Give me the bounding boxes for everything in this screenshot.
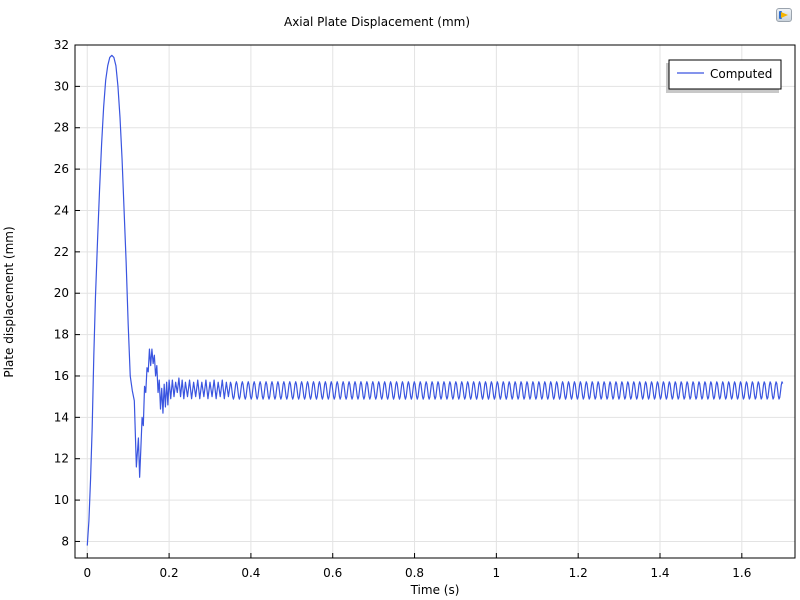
y-tick-label: 10 — [54, 493, 69, 507]
legend-box — [668, 59, 782, 90]
y-axis-ticks: 8 10 12 14 16 18 20 22 24 26 28 30 32 — [54, 38, 80, 548]
y-tick-label: 12 — [54, 452, 69, 466]
y-tick-label: 26 — [54, 162, 69, 176]
x-tick-label: 1 — [493, 566, 501, 580]
x-axis-label: Time (s) — [410, 583, 460, 597]
y-tick-label: 28 — [54, 121, 69, 135]
y-tick-label: 22 — [54, 245, 69, 259]
x-tick-label: 0.6 — [323, 566, 342, 580]
y-tick-label: 20 — [54, 286, 69, 300]
x-tick-label: 0.8 — [405, 566, 424, 580]
y-tick-label: 30 — [54, 79, 69, 93]
grid — [75, 44, 795, 558]
plot-frame — [74, 44, 796, 559]
y-axis-label: Plate displacement (mm) — [2, 226, 16, 377]
y-tick-label: 18 — [54, 328, 69, 342]
series-line-computed — [86, 54, 784, 546]
chart-title: Axial Plate Displacement (mm) — [284, 15, 470, 29]
series-layer — [86, 54, 784, 546]
x-axis-ticks: 0 0.2 0.4 0.6 0.8 1 1.2 1.4 1.6 — [83, 553, 751, 580]
x-tick-label: 1.2 — [569, 566, 588, 580]
y-tick-label: 8 — [61, 534, 69, 548]
x-tick-label: 1.6 — [732, 566, 751, 580]
y-tick-label: 24 — [54, 203, 69, 217]
x-tick-label: 1.4 — [650, 566, 669, 580]
legend: Computed — [666, 59, 782, 93]
y-tick-label: 32 — [54, 38, 69, 52]
y-tick-label: 14 — [54, 410, 69, 424]
x-tick-label: 0 — [83, 566, 91, 580]
x-tick-label: 0.4 — [241, 566, 260, 580]
y-tick-label: 16 — [54, 369, 69, 383]
app-logo-icon — [776, 8, 792, 22]
legend-label-computed: Computed — [710, 67, 772, 81]
x-tick-label: 0.2 — [160, 566, 179, 580]
